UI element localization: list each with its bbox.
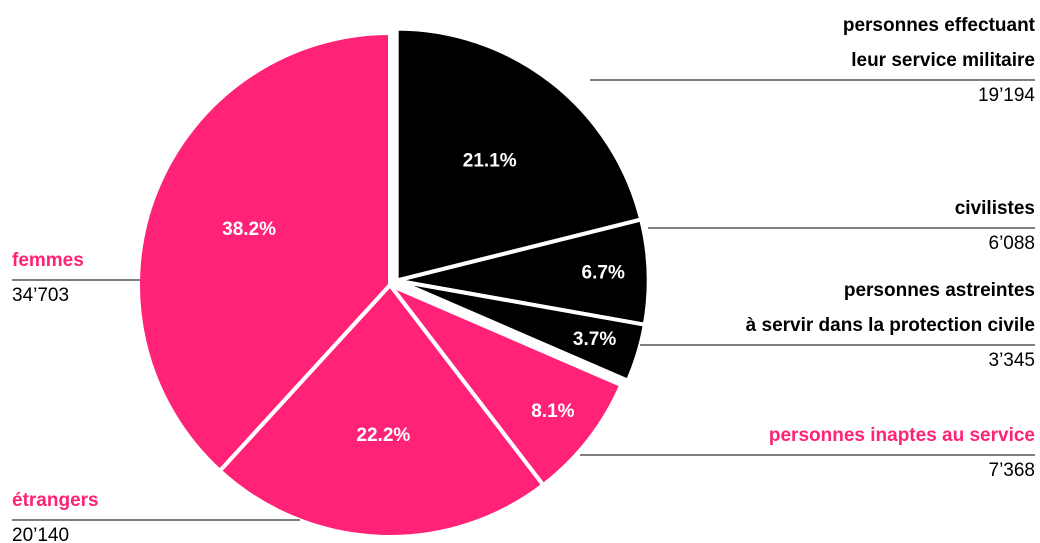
category-label: personnes astreintes à servir dans la pr… bbox=[745, 280, 1035, 336]
category-label: femmes bbox=[12, 250, 84, 271]
count-label: 19’194 bbox=[977, 85, 1035, 106]
slice-percent: 6.7% bbox=[582, 262, 625, 283]
count-label: 7’368 bbox=[988, 460, 1036, 481]
category-label: personnes effectuant leur service milita… bbox=[842, 15, 1035, 71]
count-label: 6’088 bbox=[988, 233, 1036, 254]
category-label: étrangers bbox=[12, 490, 99, 511]
slice-percent: 21.1% bbox=[463, 150, 517, 171]
pie-slice bbox=[388, 283, 624, 488]
count-label: 3’345 bbox=[988, 350, 1036, 371]
pie-slice bbox=[217, 283, 546, 539]
category-label: personnes inaptes au service bbox=[768, 425, 1035, 446]
pie-slice bbox=[394, 26, 644, 283]
count-label: 34’703 bbox=[12, 285, 70, 306]
slice-percent: 22.2% bbox=[356, 425, 410, 446]
pie-slice bbox=[394, 217, 651, 327]
slice-percent: 3.7% bbox=[573, 329, 616, 350]
slice-percent: 8.1% bbox=[531, 401, 574, 422]
slice-percent: 38.2% bbox=[222, 219, 276, 240]
count-label: 20’140 bbox=[12, 525, 70, 543]
pie-slice bbox=[394, 278, 647, 383]
category-label: civilistes bbox=[954, 198, 1035, 219]
pie-slice bbox=[136, 31, 392, 473]
